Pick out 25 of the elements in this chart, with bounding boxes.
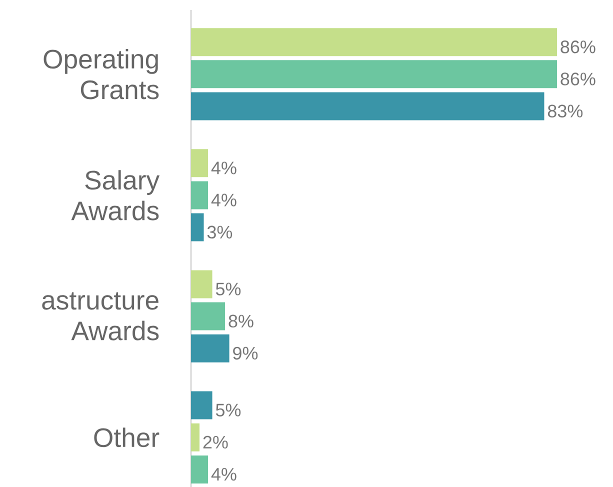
bar bbox=[191, 302, 226, 330]
bar bbox=[191, 149, 208, 178]
y-tick-label: Operating Grants bbox=[44, 49, 159, 100]
bar bbox=[191, 28, 557, 56]
data-label: 83% bbox=[548, 104, 583, 118]
data-label: 2% bbox=[203, 436, 228, 449]
data-label: 5% bbox=[216, 404, 241, 416]
data-label: 86% bbox=[560, 40, 596, 54]
data-label: 8% bbox=[228, 314, 254, 328]
y-tick-label: Other bbox=[94, 428, 160, 448]
bar bbox=[191, 334, 230, 362]
y-tick-label: Salary Awards bbox=[71, 170, 160, 220]
data-label: 4% bbox=[211, 468, 236, 481]
data-label: 3% bbox=[207, 226, 232, 239]
data-label: 9% bbox=[233, 346, 258, 360]
data-label: 5% bbox=[216, 282, 241, 296]
bar bbox=[191, 60, 557, 88]
bar bbox=[191, 181, 208, 210]
y-tick-label: astructure Awards bbox=[42, 292, 159, 340]
data-label: 4% bbox=[211, 194, 236, 206]
bar bbox=[191, 92, 544, 120]
bar bbox=[191, 213, 204, 242]
data-label: 4% bbox=[211, 162, 236, 174]
data-label: 86% bbox=[560, 72, 596, 86]
bar bbox=[191, 270, 212, 298]
